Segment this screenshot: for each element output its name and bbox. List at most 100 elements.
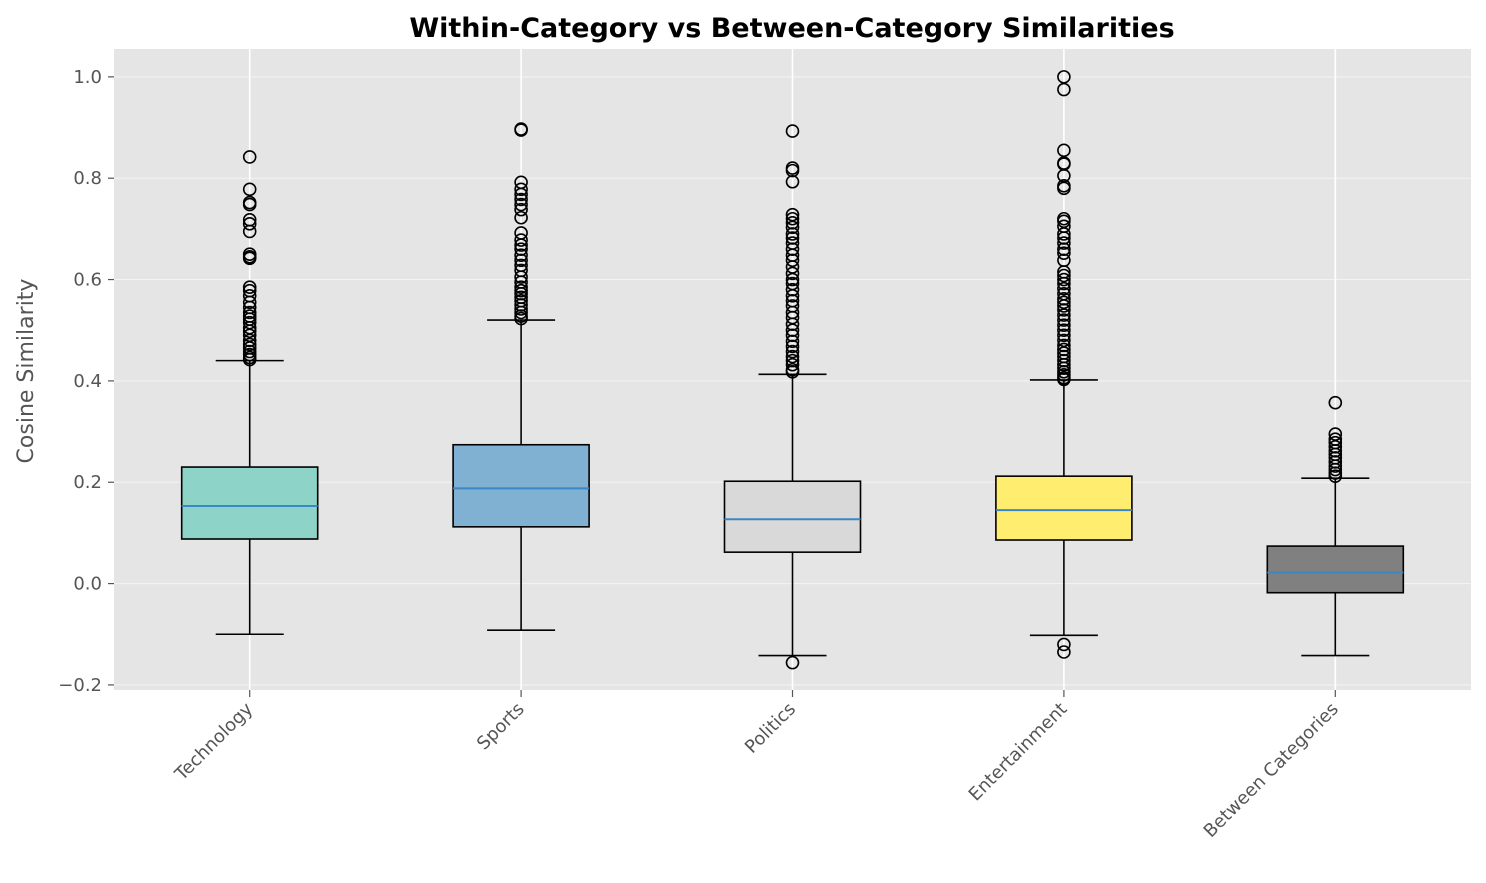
x-tick-label: Politics (741, 699, 800, 758)
outlier-point (1057, 313, 1071, 327)
x-tick-label: Between Categories (1200, 699, 1343, 842)
outlier-point (514, 270, 528, 284)
outlier-point (242, 182, 257, 197)
outlier-point (514, 182, 528, 197)
outlier-point (785, 163, 800, 178)
outlier-point (785, 334, 800, 349)
outlier-point (785, 282, 800, 297)
outlier-point (1057, 308, 1071, 322)
outlier-point (514, 233, 528, 247)
outlier-point (1057, 338, 1071, 353)
outlier-point (785, 216, 800, 230)
box-body (995, 475, 1133, 541)
outlier-point (514, 280, 528, 294)
outlier-point (514, 238, 528, 252)
outlier-point (785, 253, 800, 268)
box-technology (180, 150, 319, 636)
outlier-point (1057, 303, 1071, 317)
box-entertainment (995, 70, 1133, 659)
x-tick-label: Technology (170, 698, 257, 785)
outlier-point (1057, 342, 1071, 357)
box-body (723, 480, 862, 553)
y-tick-label: 0.2 (73, 472, 102, 493)
outlier-point (1057, 637, 1071, 652)
x-tick-label: Sports (473, 699, 529, 755)
outlier-point (1057, 353, 1071, 368)
outlier-point (785, 353, 800, 368)
outlier-point (1057, 268, 1071, 283)
outlier-point (1328, 459, 1343, 473)
outlier-point (242, 224, 257, 239)
box-body (180, 466, 319, 540)
outlier-point (1328, 439, 1343, 454)
outlier-point (785, 317, 800, 331)
outlier-point (785, 266, 800, 281)
y-tick-label: 0.0 (73, 574, 102, 595)
outlier-point (785, 655, 800, 670)
y-tick-label: 1.0 (73, 67, 102, 88)
outlier-point (1057, 323, 1071, 338)
outlier-point (1328, 444, 1343, 458)
outlier-point (514, 302, 528, 316)
outlier-point (242, 251, 257, 266)
outlier-point (242, 217, 257, 231)
outlier-point (514, 187, 528, 202)
outlier-point (1057, 292, 1071, 306)
outlier-point (785, 357, 800, 372)
outlier-point (1057, 645, 1071, 659)
outlier-point (785, 272, 800, 287)
y-tick-label: 0.4 (73, 371, 102, 392)
box-body (1266, 545, 1405, 594)
outlier-point (1328, 455, 1343, 469)
outlier-point (514, 210, 528, 225)
outlier-point (785, 174, 800, 189)
outlier-point (1057, 236, 1071, 250)
outlier-point (242, 150, 257, 164)
outlier-point (1057, 328, 1071, 343)
outlier-point (785, 328, 800, 343)
outlier-point (1057, 281, 1071, 296)
outlier-point (514, 248, 528, 263)
outlier-point (785, 323, 800, 338)
outlier-point (242, 197, 257, 212)
outlier-point (1057, 276, 1071, 291)
chart-title: Within-Category vs Between-Category Simi… (409, 13, 1174, 44)
outlier-point (1328, 462, 1343, 477)
outlier-point (514, 192, 528, 207)
outlier-point (1057, 372, 1071, 387)
outlier-point (1057, 361, 1071, 376)
outlier-point (514, 286, 528, 301)
outlier-point (514, 253, 528, 268)
outlier-point (514, 197, 528, 212)
outlier-point (242, 305, 257, 320)
outlier-point (785, 339, 800, 354)
outlier-point (242, 333, 257, 348)
outlier-point (785, 242, 800, 256)
box-body (452, 443, 590, 528)
boxes-layer (180, 70, 1405, 670)
x-tick-label: Entertainment (965, 699, 1072, 806)
outlier-point (1057, 272, 1071, 287)
outlier-point (514, 311, 528, 326)
outlier-point (514, 242, 528, 256)
outlier-point (1057, 82, 1071, 97)
y-tick-label: 0.8 (73, 168, 102, 189)
outlier-point (514, 305, 528, 320)
outlier-point (1057, 227, 1071, 241)
outlier-point (514, 123, 528, 137)
outlier-point (1057, 318, 1071, 332)
y-axis-label: Cosine Similarity (14, 279, 39, 464)
outlier-point (1057, 231, 1071, 245)
outlier-point (242, 352, 257, 367)
outlier-point (1057, 181, 1071, 196)
outlier-point (785, 220, 800, 235)
y-tick-label: −0.2 (58, 675, 102, 696)
outlier-point (1328, 469, 1343, 483)
outlier-point (242, 337, 257, 352)
outlier-point (785, 344, 800, 359)
outlier-point (1057, 299, 1071, 313)
outlier-point (242, 280, 257, 294)
outlier-point (514, 298, 528, 312)
